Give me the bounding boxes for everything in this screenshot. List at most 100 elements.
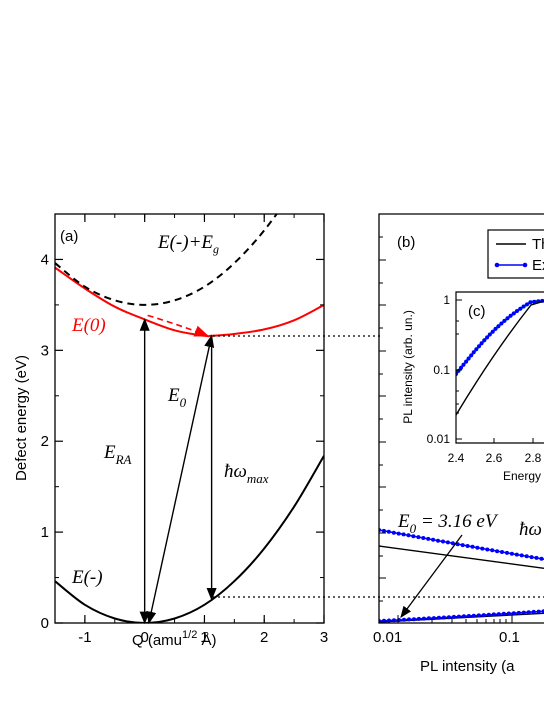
ex-marker	[529, 555, 534, 560]
panel-a-xtick: -1	[78, 629, 91, 646]
panel-b-curves	[379, 528, 544, 623]
ex-marker	[509, 551, 514, 556]
panel-c-label: (c)	[468, 303, 486, 320]
panel-a-ytick: 4	[41, 251, 49, 268]
panel-c-inset: 1 0.1 0.01 2.4 2.6 2.8 Energy PL intensi…	[401, 291, 544, 483]
ex-marker	[446, 615, 451, 620]
ex-marker	[532, 299, 537, 304]
ex-marker	[407, 617, 411, 622]
ex-marker	[381, 528, 386, 533]
inset-background	[456, 292, 544, 443]
ex-marker	[471, 350, 476, 355]
panel-a-xtick: 1	[200, 629, 208, 646]
ex-marker	[475, 545, 480, 550]
e0-arrow	[146, 334, 215, 625]
panel-a-ytick: 0	[41, 615, 49, 632]
panel-b-ticks	[379, 236, 513, 623]
e0-value-annotation: E0 = 3.16 eV	[397, 511, 499, 536]
relaxation-arrow	[147, 314, 209, 337]
ex-marker	[521, 610, 526, 615]
ex-marker	[485, 335, 490, 340]
ex-marker	[493, 326, 498, 331]
ex-marker	[476, 613, 481, 618]
era-arrow-label: ERA	[103, 442, 132, 467]
panel-a-xtick: 2	[260, 629, 268, 646]
panel-b-series-th-upper	[379, 545, 544, 569]
ex-marker	[474, 347, 479, 352]
panel-b: 0.01 0.1 PL intensity (a (b) Th Ex E0 = …	[373, 213, 544, 675]
ex-marker	[495, 549, 500, 554]
ex-marker	[391, 530, 396, 535]
ex-marker	[470, 544, 475, 549]
ex-marker	[441, 539, 445, 544]
panel-a: -1 0 1 2 3 0 1 2 3 4 (a) E(-)+Eg E(0) E(-) ERA E0…	[13, 213, 328, 649]
ex-marker	[396, 531, 401, 536]
ex-marker	[501, 611, 506, 616]
eminus-curve-label: E(-)	[71, 567, 103, 588]
ex-marker	[518, 306, 523, 311]
ex-marker	[416, 535, 421, 540]
panel-b-xtick-1: 0.1	[499, 629, 520, 646]
ex-marker	[469, 353, 474, 358]
panel-c-curves	[456, 298, 544, 416]
ex-marker	[406, 533, 411, 538]
panel-a-frame	[54, 213, 325, 624]
legend-box	[487, 229, 544, 279]
ex-marker	[450, 541, 455, 546]
panel-a-ytick: 3	[41, 342, 49, 359]
panel-a-series-2	[55, 214, 278, 306]
panel-b-series-ex-upper-points	[379, 528, 544, 561]
ex-marker	[511, 311, 516, 316]
ex-marker	[471, 613, 476, 618]
ex-marker	[508, 313, 513, 318]
panel-b-legend: Th Ex	[487, 229, 544, 279]
ex-marker	[436, 538, 440, 543]
panel-a-xtick: 3	[320, 629, 328, 646]
hwmax-arrow-label: ħωmax	[224, 461, 269, 486]
panel-a-xlabel: Q (amu1/2 Å)	[132, 629, 216, 649]
panel-a-series-0	[55, 455, 324, 623]
ex-marker	[466, 614, 471, 618]
panel-c-xlabel: Energy	[503, 469, 541, 483]
panel-c-ytick-2: 1	[443, 293, 450, 307]
ex-marker	[416, 616, 421, 621]
ex-marker	[477, 344, 481, 349]
ex-marker	[500, 550, 504, 554]
ex-marker	[486, 612, 491, 617]
ex-marker	[466, 356, 471, 361]
ex-marker	[481, 613, 486, 618]
ex-marker	[485, 547, 490, 552]
ex-marker	[516, 610, 521, 615]
ex-marker	[521, 304, 526, 309]
ex-marker	[496, 612, 501, 617]
e0-arrow-label: E0	[167, 385, 187, 410]
ex-marker	[490, 329, 495, 334]
panel-a-curves	[55, 214, 324, 623]
ex-marker	[502, 318, 507, 323]
ex-marker	[421, 616, 426, 621]
ex-marker	[426, 536, 431, 541]
ex-marker	[480, 546, 485, 551]
hw-annotation: ħω	[519, 519, 542, 540]
ex-marker	[402, 617, 406, 622]
ex-marker	[519, 553, 524, 558]
ex-marker	[479, 341, 484, 346]
ex-marker	[511, 611, 516, 616]
e0-pointer-arrow	[400, 534, 463, 618]
ex-marker	[490, 548, 495, 553]
panel-c-series-th	[456, 300, 544, 416]
legend-label-ex: Ex	[532, 257, 544, 274]
ex-marker	[506, 611, 511, 616]
panel-c-ticks	[455, 299, 534, 443]
panel-b-series-ex-lower-points	[379, 609, 544, 623]
ex-marker	[491, 612, 496, 617]
ex-marker	[505, 316, 510, 321]
ex-marker	[482, 338, 487, 343]
panel-c-ytick-1: 0.1	[433, 363, 450, 377]
panel-c-xtick-0: 2.4	[448, 451, 465, 465]
ex-marker	[386, 529, 391, 534]
ex-marker	[431, 616, 436, 621]
ex-marker	[534, 555, 539, 560]
ex-marker	[387, 618, 391, 623]
